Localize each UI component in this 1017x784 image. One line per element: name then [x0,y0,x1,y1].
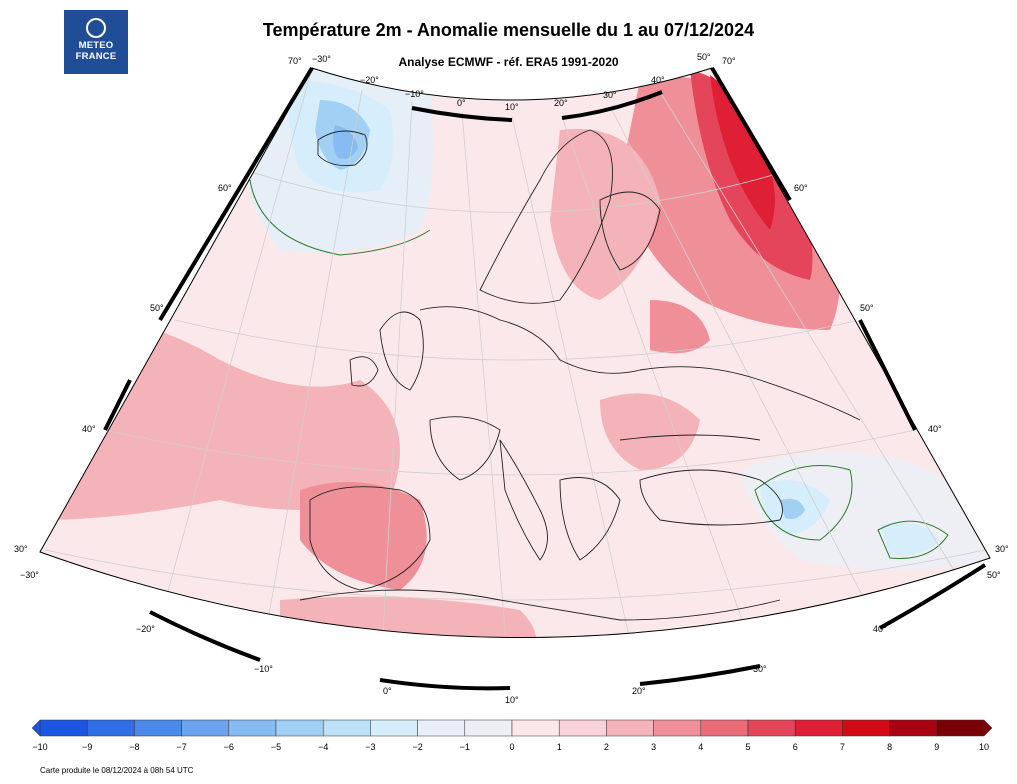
lat-label: 50° [860,303,874,313]
colorbar-tick-label: 6 [793,742,798,752]
colorbar-tick-label: 3 [651,742,656,752]
colorbar-tick-label: 4 [698,742,703,752]
lat-label: 30° [995,544,1009,554]
colorbar-tick-label: 5 [745,742,750,752]
colorbar-cell [794,719,843,737]
colorbar-tick-label: −7 [176,742,186,752]
colorbar-cell [842,719,890,737]
colorbar-cell [134,719,182,737]
colorbar-cell [417,719,466,737]
meteo-france-logo: METEO FRANCE [64,10,128,74]
colorbar-tick-label: 0 [509,742,514,752]
colorbar-tick-label: 10 [979,742,989,752]
colorbar-cell [370,719,418,737]
lat-label: 60° [794,183,808,193]
lon-label: 20° [554,98,568,108]
colorbar-high-arrow [983,719,993,737]
colorbar-tick-label: −6 [224,742,234,752]
colorbar-cell [889,719,938,737]
colorbar-tick-label: −4 [318,742,328,752]
lat-label: 70° [722,56,736,66]
colorbar-low-arrow [31,719,41,737]
colorbar-cell [464,719,513,737]
colorbar-cell [606,719,654,737]
colorbar-tick-label: −9 [82,742,92,752]
colorbar-tick-label: −1 [460,742,470,752]
lon-label: −30° [312,54,331,64]
lat-label: 40° [928,424,942,434]
logo-text-line1: METEO [78,40,114,51]
colorbar-cell [747,719,796,737]
production-timestamp: Carte produite le 08/12/2024 à 08h 54 UT… [40,766,194,775]
lat-label: 70° [288,56,302,66]
lon-label: 40° [651,75,665,85]
map-title: Température 2m - Anomalie mensuelle du 1… [262,20,755,40]
lon-label: −30° [20,570,39,580]
lon-label: 20° [632,686,646,696]
lon-label: 10° [505,695,519,705]
colorbar-tick-label: 1 [557,742,562,752]
colorbar-cell [275,719,324,737]
lon-label: −20° [360,75,379,85]
lon-label: −10° [405,89,424,99]
colorbar-tick-label: −3 [365,742,375,752]
colorbar-cell [322,719,371,737]
colorbar-cell [181,719,230,737]
meteo-france-logo-icon [86,18,106,38]
colorbar: −10 −9 −8 −7 −6 −5 −4 −3 −2 −1 0 1 2 3 4 5 6 7 8 9 10 [31,719,993,752]
colorbar-cell [39,719,88,737]
lat-label: 40° [82,424,96,434]
colorbar-cell [558,719,607,737]
colorbar-cell [511,719,560,737]
lon-label: 10° [505,102,519,112]
lon-label: −20° [136,624,155,634]
lon-label: −10° [254,664,273,674]
colorbar-tick-label: 2 [604,742,609,752]
longitude-labels-bottom: −30° −20° −10° 0° 10° 20° 30° 40° 50° [20,570,1001,705]
latitude-labels-right: 70° 60° 50° 40° 30° [722,56,1009,554]
colorbar-cell [653,719,702,737]
lat-label: 30° [14,544,28,554]
lon-label: 40° [873,624,887,634]
map-subtitle: Analyse ECMWF - réf. ERA5 1991-2020 [398,55,619,69]
colorbar-tick-label: −10 [32,742,47,752]
lon-label: 30° [753,664,767,674]
lon-label: 0° [383,686,392,696]
logo-text-line2: FRANCE [75,51,117,62]
colorbar-tick-label: −5 [271,742,281,752]
lat-label: 50° [150,303,164,313]
colorbar-tick-label: −8 [129,742,139,752]
colorbar-cell [86,719,135,737]
colorbar-tick-label: −2 [412,742,422,752]
colorbar-tick-label: 7 [840,742,845,752]
colorbar-cell [700,719,749,737]
colorbar-cell [228,719,277,737]
colorbar-tick-label: 8 [887,742,892,752]
colorbar-cell [936,719,985,737]
longitude-labels-top: −30° −20° −10° 0° 10° 20° 30° 40° 50° [312,52,711,112]
lon-label: 0° [457,98,466,108]
colorbar-tick-label: 9 [934,742,939,752]
lon-label: 50° [987,570,1001,580]
lon-label: 30° [603,90,617,100]
latitude-labels-left: 70° 60° 50° 40° 30° [14,56,302,554]
lon-label: 50° [697,52,711,62]
lat-label: 60° [218,183,232,193]
